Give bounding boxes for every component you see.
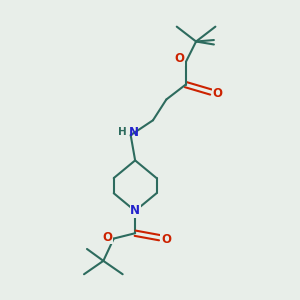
Text: O: O <box>103 231 113 244</box>
Text: N: N <box>129 126 139 139</box>
Text: O: O <box>161 233 171 246</box>
Text: N: N <box>130 204 140 218</box>
Text: H: H <box>118 127 127 137</box>
Text: O: O <box>212 87 223 100</box>
Text: O: O <box>175 52 185 65</box>
